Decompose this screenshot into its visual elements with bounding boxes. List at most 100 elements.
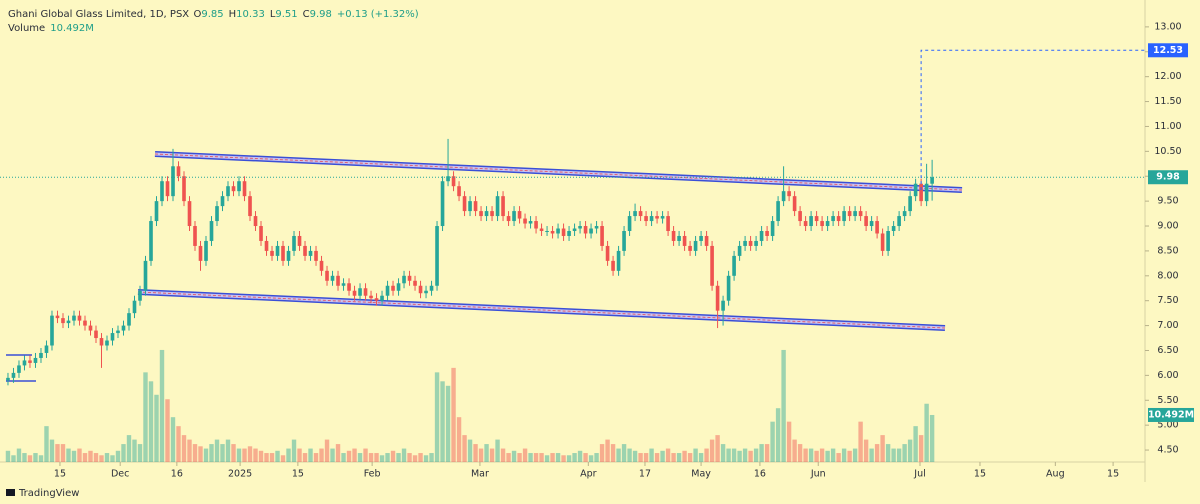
candle-body bbox=[55, 315, 60, 319]
target-label: 12.53 bbox=[1153, 45, 1183, 56]
candle-body bbox=[644, 216, 648, 222]
volume-bar bbox=[247, 446, 253, 462]
candle-body bbox=[292, 235, 296, 251]
volume-bar bbox=[209, 444, 214, 462]
candle-body bbox=[501, 196, 505, 217]
candle-body bbox=[171, 166, 175, 197]
volume-bar bbox=[126, 435, 132, 462]
candle-body bbox=[721, 300, 725, 311]
y-tick-label: 11.00 bbox=[1154, 121, 1181, 132]
volume-bar bbox=[280, 455, 286, 462]
candle-body bbox=[138, 290, 142, 301]
volume-bar bbox=[742, 448, 748, 462]
volume-bar bbox=[385, 453, 390, 462]
volume-bar bbox=[610, 444, 616, 462]
volume-bar bbox=[27, 455, 33, 462]
candle-body bbox=[149, 221, 153, 261]
candle-body bbox=[270, 250, 274, 256]
y-tick-label: 6.50 bbox=[1157, 345, 1178, 356]
volume-value: 10.492M bbox=[50, 23, 94, 34]
volume-bar bbox=[594, 453, 599, 462]
volume-bar bbox=[880, 435, 885, 462]
change: +0.13 (+1.32%) bbox=[337, 9, 419, 20]
candle-body bbox=[319, 260, 324, 271]
candle-body bbox=[418, 285, 423, 294]
volume-bar bbox=[484, 444, 489, 462]
y-tick-label: 5.00 bbox=[1157, 420, 1178, 431]
volume-bar bbox=[203, 448, 209, 462]
volume-bar bbox=[847, 450, 852, 462]
volume-bar bbox=[22, 453, 27, 462]
volume-bar bbox=[368, 453, 374, 462]
candle-body bbox=[237, 181, 241, 192]
candle-body bbox=[127, 313, 131, 326]
volume-bar bbox=[181, 435, 187, 462]
volume-bar bbox=[473, 444, 478, 462]
symbol: Ghani Global Glass Limited, 1D, PSX bbox=[8, 9, 189, 20]
last-price-box bbox=[1148, 170, 1188, 185]
candle-body bbox=[858, 211, 863, 217]
volume-bar bbox=[891, 448, 896, 462]
candle-body bbox=[380, 295, 384, 301]
volume-bar bbox=[726, 448, 731, 462]
candle-body bbox=[44, 345, 49, 353]
candle-body bbox=[842, 211, 846, 222]
volume-bar bbox=[429, 453, 434, 462]
volume-bar bbox=[66, 448, 71, 462]
y-tick-label: 10.50 bbox=[1154, 146, 1181, 157]
low-label: L bbox=[270, 9, 276, 20]
x-tick-label: 17 bbox=[639, 469, 651, 480]
volume-bar bbox=[682, 450, 687, 462]
x-tick-label: Jun bbox=[810, 469, 826, 480]
volume-bar bbox=[698, 453, 704, 462]
volume-bar bbox=[192, 444, 198, 462]
volume-bar bbox=[885, 444, 891, 462]
candle-body bbox=[336, 275, 340, 286]
volume-bar bbox=[286, 448, 291, 462]
candle-body bbox=[831, 216, 835, 222]
volume-bar bbox=[154, 394, 159, 462]
volume-bar bbox=[264, 453, 269, 462]
volume-bar bbox=[715, 435, 720, 462]
high-value: 10.33 bbox=[236, 9, 265, 20]
candle-body bbox=[99, 338, 104, 346]
x-tick-label: 2025 bbox=[228, 469, 252, 480]
candle-body bbox=[649, 216, 654, 222]
volume-bar bbox=[341, 453, 346, 462]
x-tick-label: 15 bbox=[54, 469, 66, 480]
volume-bar bbox=[302, 453, 308, 462]
candle-body bbox=[435, 226, 439, 286]
volume-bar bbox=[869, 448, 874, 462]
volume-bar bbox=[643, 453, 649, 462]
volume-bar bbox=[313, 453, 319, 462]
volume-bar bbox=[478, 448, 484, 462]
volume-bar bbox=[687, 453, 693, 462]
candle-body bbox=[402, 275, 406, 284]
x-tick-label: 15 bbox=[292, 469, 304, 480]
volume-bar bbox=[759, 444, 764, 462]
candle-body bbox=[913, 183, 918, 197]
candle-body bbox=[374, 298, 379, 301]
volume-bar bbox=[407, 453, 412, 462]
volume-bar bbox=[555, 453, 561, 462]
volume-bar bbox=[583, 453, 588, 462]
candle-body bbox=[594, 226, 599, 229]
candle-body bbox=[666, 216, 670, 231]
volume-bar bbox=[627, 448, 632, 462]
candle-body bbox=[638, 211, 643, 217]
candle-body bbox=[919, 183, 923, 202]
candle-body bbox=[116, 330, 120, 334]
candle-body bbox=[94, 330, 98, 339]
candle-body bbox=[765, 231, 769, 236]
x-tick-label: 15 bbox=[974, 469, 986, 480]
candle-body bbox=[880, 233, 885, 251]
volume-bar bbox=[363, 448, 368, 462]
candle-body bbox=[187, 201, 192, 227]
volume-bar bbox=[654, 453, 660, 462]
candle-body bbox=[677, 235, 681, 241]
candle-body bbox=[347, 283, 351, 291]
lower-channel-fill bbox=[137, 290, 946, 330]
y-tick-label: 5.50 bbox=[1157, 395, 1178, 406]
x-tick-label: Apr bbox=[580, 469, 597, 480]
